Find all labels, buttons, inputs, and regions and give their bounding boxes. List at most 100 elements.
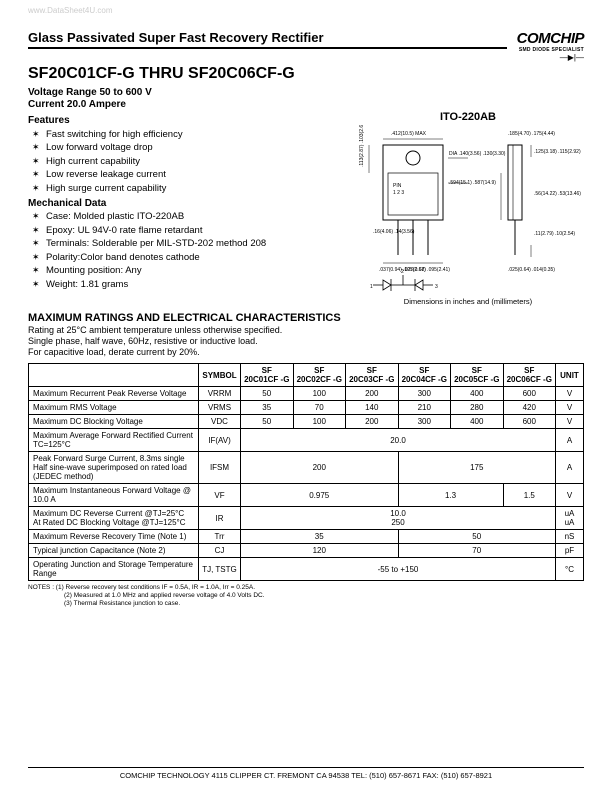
pin-label: PIN [393, 183, 402, 189]
value-cell: 200 [346, 387, 399, 401]
note-line: (3) Thermal Resistance junction to case. [28, 600, 584, 608]
left-column: Features Fast switching for high efficie… [28, 111, 344, 306]
svg-text:1: 1 [370, 284, 373, 290]
value-cell: 300 [398, 387, 451, 401]
unit-cell: uAuA [556, 507, 584, 530]
param-cell: Maximum RMS Voltage [29, 401, 199, 415]
table-row: Maximum Recurrent Peak Reverse VoltageVR… [29, 387, 584, 401]
param-cell: Operating Junction and Storage Temperatu… [29, 558, 199, 581]
param-cell: Typical junction Capacitance (Note 2) [29, 544, 199, 558]
value-cell: 175 [398, 452, 556, 484]
param-cell: Maximum DC Blocking Voltage [29, 415, 199, 429]
value-cell: 600 [503, 415, 556, 429]
symbol-cell: IR [199, 507, 241, 530]
value-cell: 35 [241, 401, 294, 415]
symbol-cell: VRMS [199, 401, 241, 415]
col-part: SF 20C01CF -G [241, 364, 294, 387]
mech-item: Case: Molded plastic ITO-220AB [32, 211, 344, 222]
svg-text:.025(0.64) .014(0.35): .025(0.64) .014(0.35) [508, 267, 555, 273]
symbol-cell: VF [199, 484, 241, 507]
table-row: Maximum Instantaneous Forward Voltage @ … [29, 484, 584, 507]
value-cell: 50 [241, 415, 294, 429]
package-diagram: PIN 1 2 3 .412(10.5) M [353, 125, 583, 295]
symbol-cell: Trr [199, 530, 241, 544]
unit-cell: V [556, 484, 584, 507]
package-column: ITO-220AB PIN 1 2 3 [352, 111, 584, 306]
symbol-cell: CJ [199, 544, 241, 558]
value-cell: 100 [293, 415, 346, 429]
ratings-table: SYMBOL SF 20C01CF -G SF 20C02CF -G SF 20… [28, 363, 584, 581]
value-cell: 140 [346, 401, 399, 415]
table-row: Maximum Average Forward Rectified Curren… [29, 429, 584, 452]
svg-text:2: 2 [401, 269, 404, 275]
unit-cell: V [556, 415, 584, 429]
category-title: Glass Passivated Super Fast Recovery Rec… [28, 30, 507, 49]
svg-text:.125(3.18) .115(2.92): .125(3.18) .115(2.92) [534, 149, 581, 155]
watermark-text: www.DataSheet4U.com [28, 6, 112, 15]
mech-item: Mounting position: Any [32, 265, 344, 276]
current-rating: Current 20.0 Ampere [28, 99, 584, 110]
value-cell: 400 [451, 415, 504, 429]
unit-cell: A [556, 452, 584, 484]
value-cell: 20.0 [241, 429, 556, 452]
svg-text:.11(2.79) .10(2.54): .11(2.79) .10(2.54) [534, 231, 575, 237]
mech-item: Polarity:Color band denotes cathode [32, 252, 344, 263]
svg-text:.113(2.87) .103(2.61): .113(2.87) .103(2.61) [359, 125, 365, 167]
company-logo: COMCHIP SMD DIODE SPECIALIST —▶|— [517, 30, 584, 62]
value-cell: -55 to +150 [241, 558, 556, 581]
unit-cell: V [556, 387, 584, 401]
feature-item: Low reverse leakage current [32, 169, 344, 180]
notes-block: NOTES : (1) Reverse recovery test condit… [28, 584, 584, 607]
value-cell: 0.975 [241, 484, 399, 507]
col-part: SF 20C04CF -G [398, 364, 451, 387]
param-cell: Maximum Recurrent Peak Reverse Voltage [29, 387, 199, 401]
mech-item: Terminals: Solderable per MIL-STD-202 me… [32, 238, 344, 249]
part-number-title: SF20C01CF-G THRU SF20C06CF-G [28, 65, 584, 83]
value-cell: 100 [293, 387, 346, 401]
table-row: Operating Junction and Storage Temperatu… [29, 558, 584, 581]
value-cell: 50 [241, 387, 294, 401]
mech-item: Epoxy: UL 94V-0 rate flame retardant [32, 225, 344, 236]
value-cell: 300 [398, 415, 451, 429]
table-row: Maximum Reverse Recovery Time (Note 1)Tr… [29, 530, 584, 544]
content-columns: Features Fast switching for high efficie… [28, 111, 584, 306]
param-cell: Peak Forward Surge Current, 8.3ms single… [29, 452, 199, 484]
svg-text:.56(14.22) .53(13.46): .56(14.22) .53(13.46) [534, 191, 581, 197]
svg-text:.105(2.67) .095(2.41): .105(2.67) .095(2.41) [403, 267, 450, 273]
param-cell: Maximum Instantaneous Forward Voltage @ … [29, 484, 199, 507]
svg-text:.594(15.1) .587(14.9): .594(15.1) .587(14.9) [449, 180, 496, 186]
param-cell: Maximum Average Forward Rectified Curren… [29, 429, 199, 452]
value-cell: 200 [241, 452, 399, 484]
col-part: SF 20C02CF -G [293, 364, 346, 387]
mechanical-heading: Mechanical Data [28, 198, 344, 209]
col-param [29, 364, 199, 387]
feature-item: Low forward voltage drop [32, 142, 344, 153]
param-cell: Maximum Reverse Recovery Time (Note 1) [29, 530, 199, 544]
feature-item: High current capability [32, 156, 344, 167]
table-header-row: SYMBOL SF 20C01CF -G SF 20C02CF -G SF 20… [29, 364, 584, 387]
diode-icon: —▶|— [517, 53, 584, 62]
value-cell: 420 [503, 401, 556, 415]
unit-cell: pF [556, 544, 584, 558]
unit-cell: V [556, 401, 584, 415]
header-row: Glass Passivated Super Fast Recovery Rec… [28, 30, 584, 62]
mechanical-list: Case: Molded plastic ITO-220AB Epoxy: UL… [28, 211, 344, 290]
ratings-note: Rating at 25°C ambient temperature unles… [28, 325, 584, 335]
col-unit: UNIT [556, 364, 584, 387]
unit-cell: nS [556, 530, 584, 544]
symbol-cell: TJ, TSTG [199, 558, 241, 581]
voltage-range: Voltage Range 50 to 600 V [28, 87, 584, 98]
table-row: Maximum DC Blocking VoltageVDC5010020030… [29, 415, 584, 429]
value-cell: 1.5 [503, 484, 556, 507]
value-cell: 70 [293, 401, 346, 415]
features-list: Fast switching for high efficiency Low f… [28, 129, 344, 194]
note-line: NOTES : (1) Reverse recovery test condit… [28, 584, 584, 592]
value-cell: 280 [451, 401, 504, 415]
ratings-note: For capacitive load, derate current by 2… [28, 347, 584, 357]
features-heading: Features [28, 115, 344, 126]
symbol-cell: VDC [199, 415, 241, 429]
value-cell: 70 [398, 544, 556, 558]
note-line: (2) Measured at 1.0 MHz and applied reve… [28, 592, 584, 600]
svg-text:3: 3 [435, 284, 438, 290]
col-part: SF 20C06CF -G [503, 364, 556, 387]
